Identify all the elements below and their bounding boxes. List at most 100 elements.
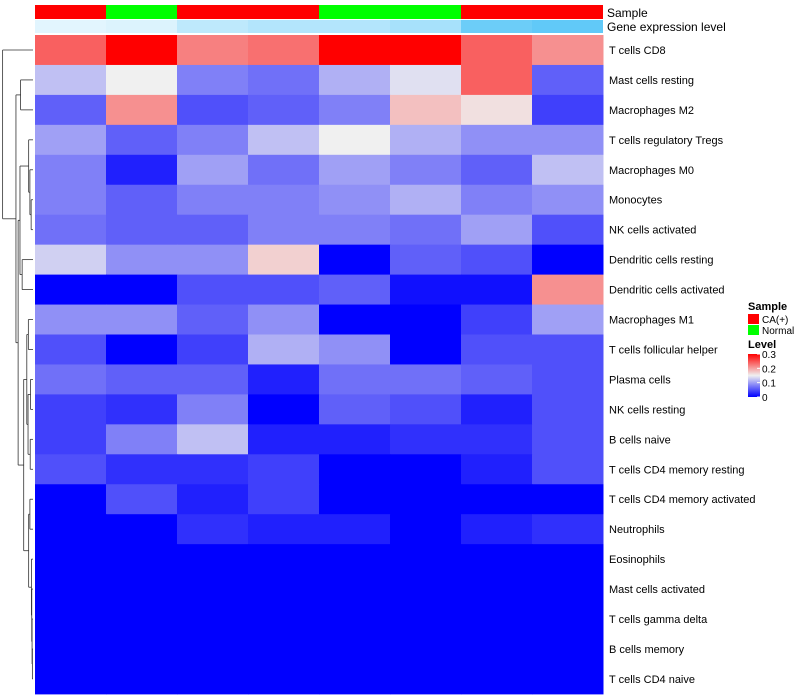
heatmap-cell <box>390 35 462 66</box>
heatmap-cell <box>248 64 320 96</box>
row-label: Plasma cells <box>609 374 671 386</box>
heatmap-cell <box>319 214 391 246</box>
heatmap-cell <box>390 184 462 216</box>
heatmap-cell <box>532 274 604 306</box>
row-labels: T cells CD8 Mast cells resting Macrophages… <box>609 45 756 686</box>
heatmap-cell <box>319 274 391 306</box>
annotation-cell <box>35 5 106 19</box>
heatmap-cell <box>390 604 462 635</box>
heatmap-cell <box>532 154 604 186</box>
heatmap-cell <box>177 574 249 605</box>
annotation-cell <box>461 20 532 33</box>
heatmap-cell <box>35 544 107 575</box>
heatmap-cell <box>177 35 249 66</box>
heatmap-cell <box>390 64 462 96</box>
heatmap-cell <box>35 214 107 246</box>
row-label: NK cells activated <box>609 225 696 237</box>
heatmap-cell <box>35 244 107 276</box>
heatmap-cell <box>106 514 178 545</box>
heatmap-cell <box>177 304 249 335</box>
annotation-cell <box>106 20 177 33</box>
heatmap-cell <box>319 454 391 485</box>
heatmap-cell <box>461 214 533 246</box>
heatmap-cell <box>106 154 178 186</box>
heatmap-cell <box>532 604 604 635</box>
heatmap-cell <box>319 35 391 66</box>
heatmap-cell <box>532 304 604 335</box>
row-label: T cells gamma delta <box>609 614 708 626</box>
heatmap-cell <box>177 364 249 395</box>
legend-level-tick-label: 0.1 <box>762 379 776 390</box>
heatmap-cell <box>248 634 320 665</box>
heatmap-cell <box>461 663 533 695</box>
heatmap-cell <box>248 663 320 695</box>
row-label: Dendritic cells resting <box>609 255 714 267</box>
annotation-cell <box>177 5 248 19</box>
row-label: Neutrophils <box>609 524 665 536</box>
heatmap-cell <box>106 184 178 216</box>
heatmap-cell <box>532 35 604 66</box>
heatmap-cell <box>319 64 391 96</box>
heatmap-cell <box>390 514 462 545</box>
heatmap-cell <box>390 124 462 156</box>
heatmap-cell <box>461 364 533 395</box>
row-label: B cells naive <box>609 434 671 446</box>
heatmap-cell <box>35 663 107 695</box>
heatmap-cell <box>106 364 178 395</box>
heatmap-cell <box>35 184 107 216</box>
heatmap-cell <box>106 35 178 66</box>
heatmap-cell <box>461 514 533 545</box>
row-dendrogram <box>2 49 33 680</box>
heatmap-cell <box>390 214 462 246</box>
legend-level-tick-label: 0 <box>762 393 768 404</box>
heatmap-cell <box>461 124 533 156</box>
heatmap-cell <box>35 574 107 605</box>
legend-level-ticks: 0.3 0.2 0.1 0 <box>757 350 776 404</box>
heatmap-cell <box>461 244 533 276</box>
heatmap-cell <box>248 544 320 575</box>
heatmap-cell <box>319 604 391 635</box>
legend-sample-items: CA(+)Normal <box>748 314 794 337</box>
heatmap-cell <box>390 544 462 575</box>
heatmap-cell <box>319 394 391 425</box>
heatmap-cell <box>248 424 320 455</box>
heatmap-cell <box>106 544 178 575</box>
heatmap-cell <box>248 334 320 365</box>
heatmap-cell <box>177 154 249 186</box>
heatmap-cell <box>177 184 249 216</box>
heatmap-cell <box>319 304 391 335</box>
legend-sample-title: Sample <box>748 301 787 313</box>
heatmap-cell <box>532 544 604 575</box>
heatmap-cell <box>106 274 178 306</box>
heatmap-cell <box>461 394 533 425</box>
heatmap-cell <box>248 484 320 515</box>
annotation-cell <box>461 5 532 19</box>
heatmap-cell <box>319 484 391 515</box>
heatmap-cell <box>35 604 107 635</box>
heatmap-cell <box>35 154 107 186</box>
heatmap-cell <box>319 244 391 276</box>
heatmap-cell <box>532 334 604 365</box>
row-label: Monocytes <box>609 195 663 207</box>
heatmap-cell <box>461 544 533 575</box>
heatmap-cell <box>35 64 107 96</box>
heatmap-cell <box>35 304 107 335</box>
heatmap-cell <box>35 274 107 306</box>
heatmap-cell <box>390 364 462 395</box>
row-label: T cells CD4 memory resting <box>609 464 745 476</box>
heatmap-cell <box>35 394 107 425</box>
heatmap-cell <box>461 484 533 515</box>
row-label: Eosinophils <box>609 554 666 566</box>
heatmap-cell <box>177 214 249 246</box>
heatmap-cell <box>106 124 178 156</box>
heatmap-cell <box>248 124 320 156</box>
heatmap-cell <box>532 364 604 395</box>
heatmap-cell <box>177 634 249 665</box>
heatmap-cell <box>248 304 320 335</box>
annotation-cell <box>532 20 603 33</box>
heatmap-cell <box>248 35 320 66</box>
heatmap-cell <box>390 94 462 126</box>
annotation-cell <box>319 20 390 33</box>
